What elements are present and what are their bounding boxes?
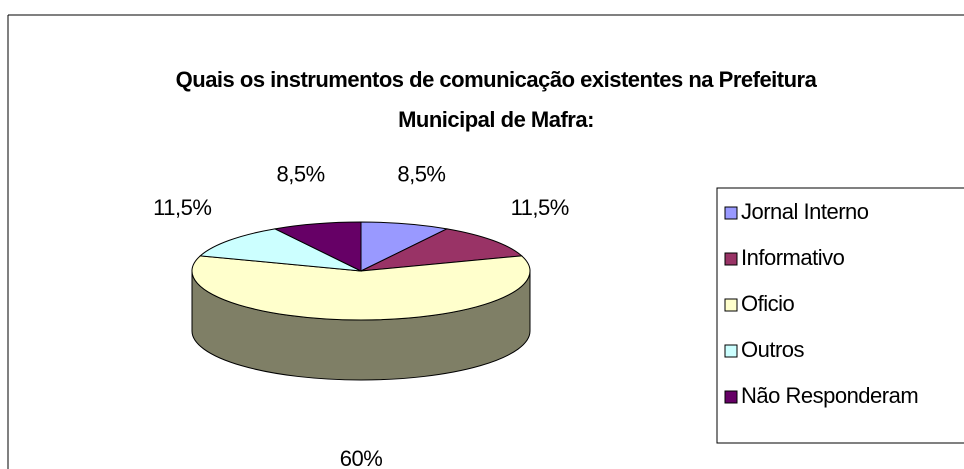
- pie-slice: [273, 221, 362, 272]
- data-label: 60%: [340, 446, 383, 469]
- data-label: 11,5%: [153, 195, 211, 220]
- pie-slice: [191, 255, 531, 321]
- data-label: 11,5%: [511, 195, 569, 220]
- pie-slice: [360, 228, 523, 272]
- legend-swatch: [724, 298, 738, 312]
- legend-swatch: [724, 344, 738, 358]
- pie-slice: [360, 221, 449, 272]
- legend-swatch: [724, 390, 738, 404]
- legend-label: Informativo: [741, 245, 845, 270]
- legend-swatch: [724, 252, 738, 266]
- legend-swatch: [724, 206, 738, 220]
- legend-label: Oficio: [741, 291, 795, 316]
- legend-label: Outros: [741, 337, 805, 362]
- legend-label: Jornal Interno: [741, 199, 869, 224]
- pie-slice: [199, 228, 362, 272]
- data-label: 8,5%: [397, 161, 445, 186]
- data-label: 8,5%: [276, 161, 324, 186]
- chart-title: Quais os instrumentos de comunicação exi…: [175, 67, 817, 132]
- legend-label: Não Responderam: [741, 383, 918, 408]
- legend-box: [716, 187, 964, 444]
